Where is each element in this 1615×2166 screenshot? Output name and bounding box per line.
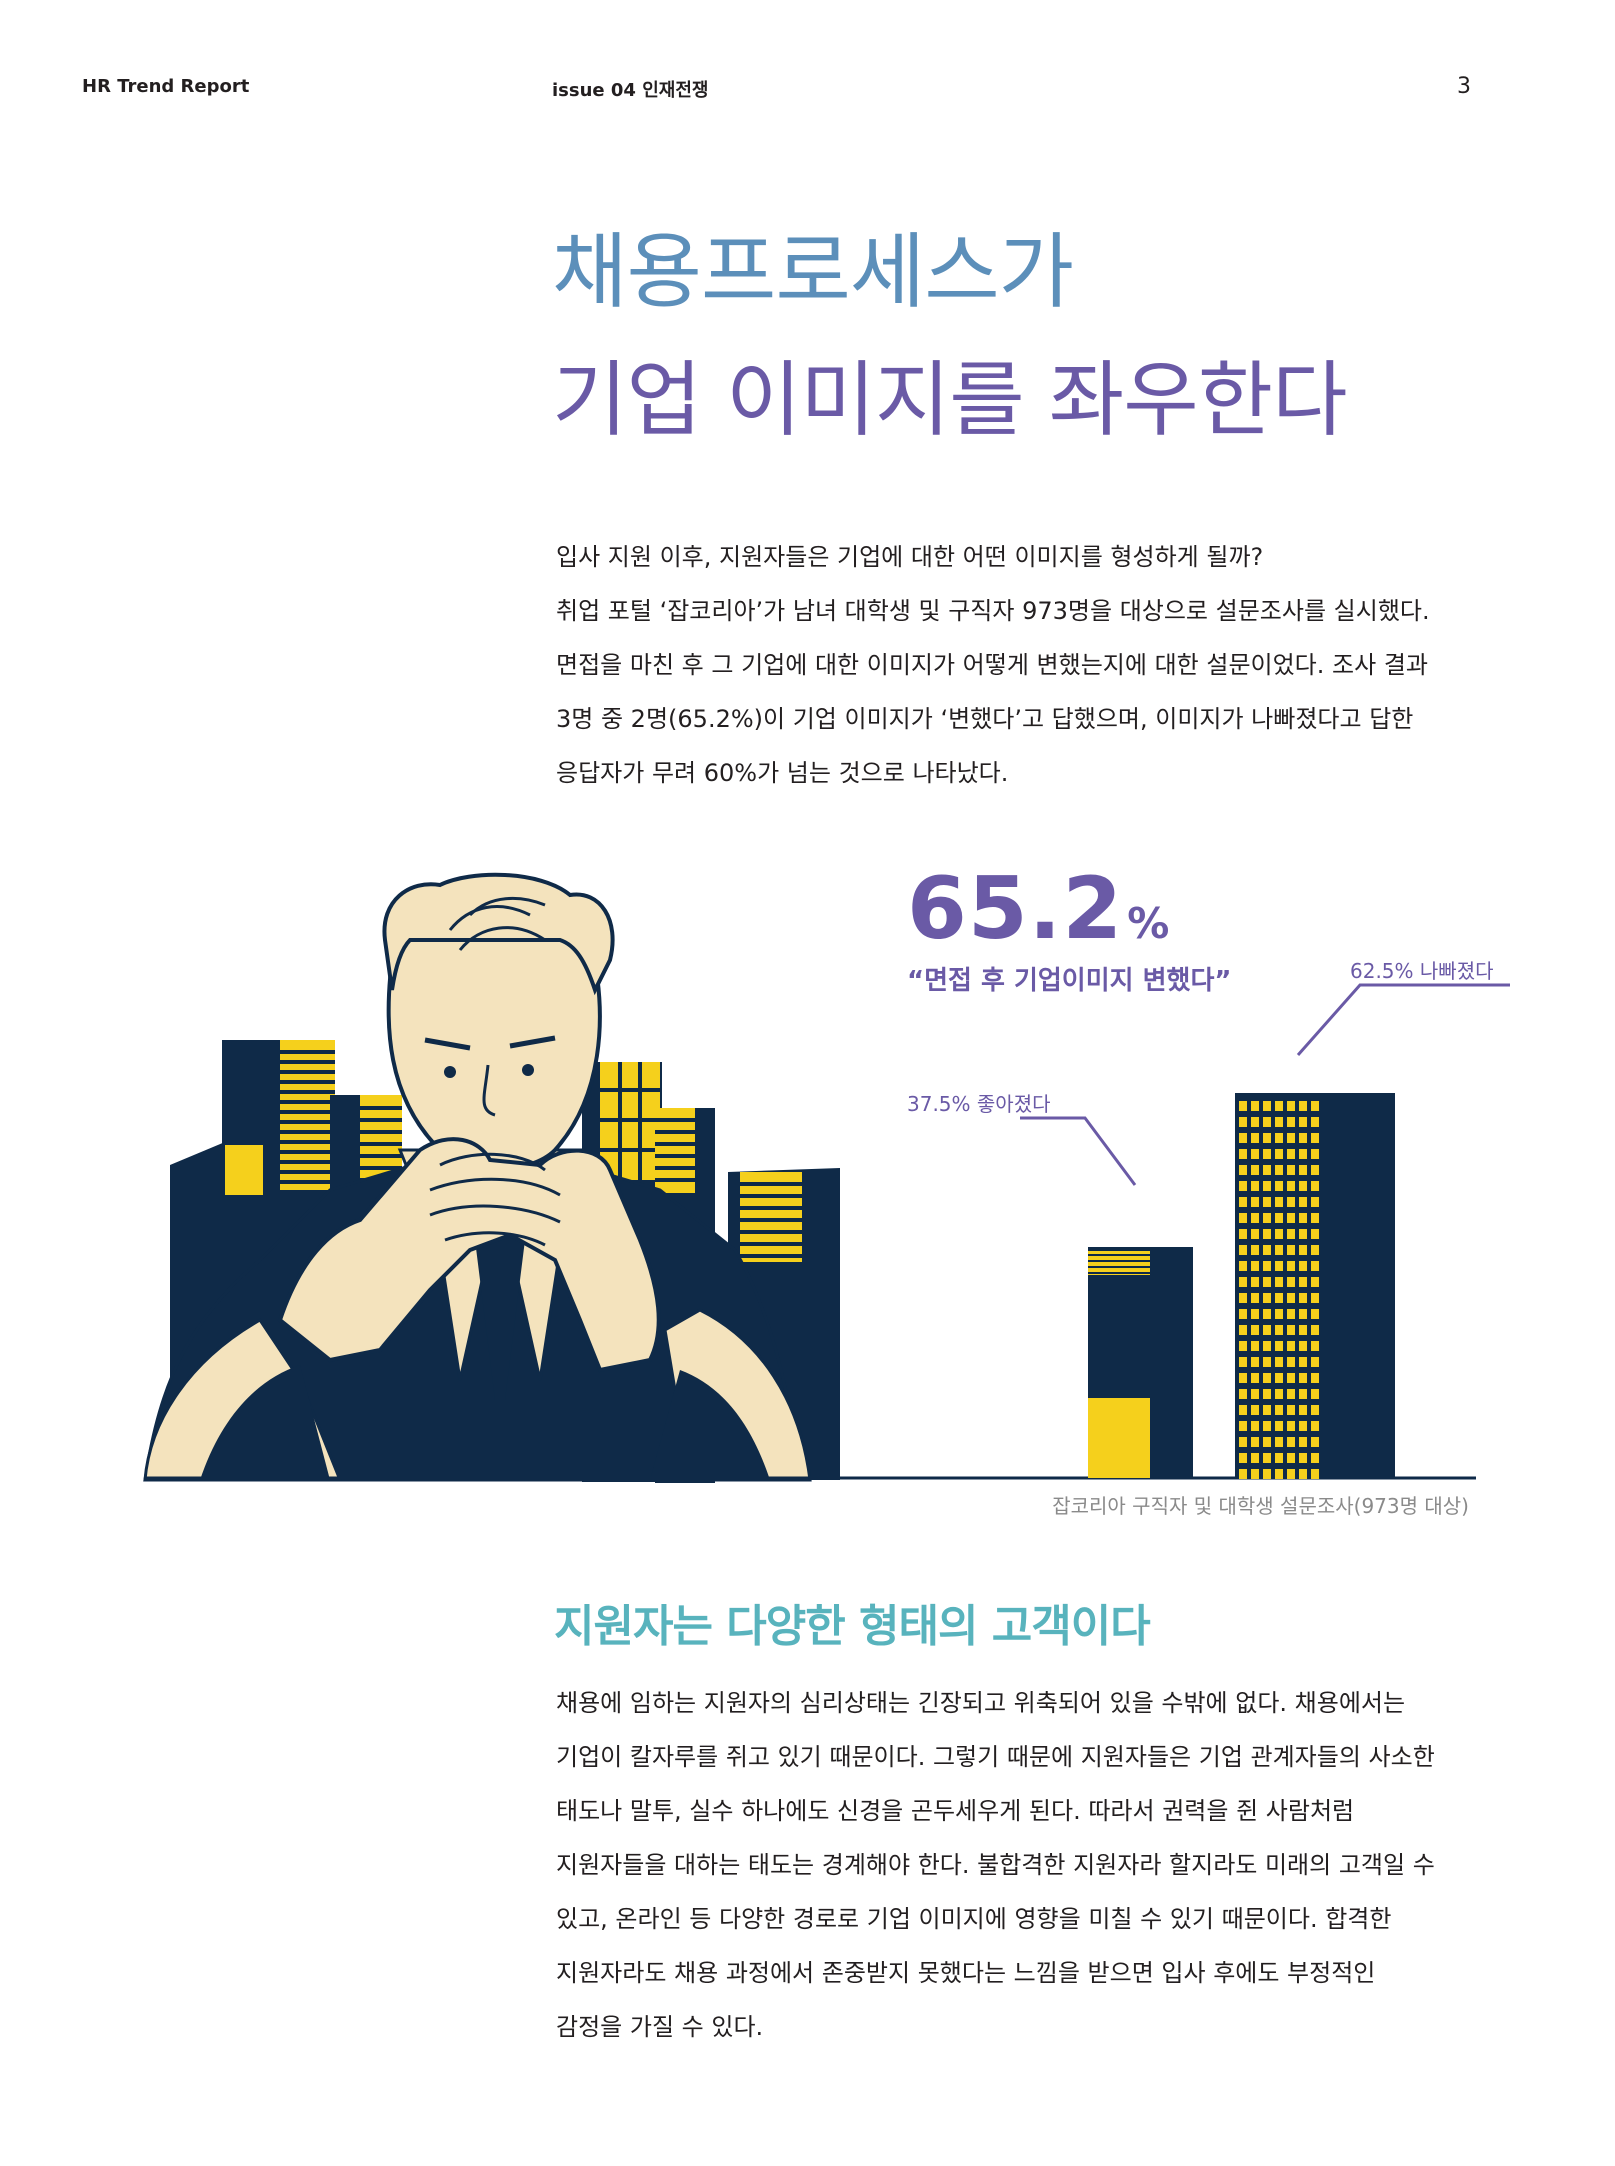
bar-better <box>1088 1247 1193 1478</box>
chart-source: 잡코리아 구직자 및 대학생 설문조사(973명 대상) <box>1052 1494 1469 1518</box>
intro-line: 면접을 마친 후 그 기업에 대한 이미지가 어떻게 변했는지에 대한 설문이었… <box>556 651 1428 679</box>
stat-number: 65.2 <box>907 859 1124 959</box>
bar-label-better: 37.5% 좋아졌다 <box>907 1092 1051 1116</box>
section-heading: 지원자는 다양한 형태의 고객이다 <box>554 1601 1151 1652</box>
stat-quote: “면접 후 기업이미지 변했다” <box>907 966 1232 996</box>
bar-label-worse: 62.5% 나빠졌다 <box>1350 959 1494 983</box>
illustration-figure <box>143 872 1510 1483</box>
issue-label: issue 04 인재전쟁 <box>552 80 709 101</box>
leader-line-better <box>1020 1116 1137 1186</box>
body-line: 태도나 말투, 실수 하나에도 신경을 곤두세우게 된다. 따라서 권력을 쥔 … <box>556 1797 1355 1825</box>
body-line: 채용에 임하는 지원자의 심리상태는 긴장되고 위축되어 있을 수밖에 없다. … <box>556 1689 1406 1717</box>
stat-value: 65.2% <box>907 866 1170 952</box>
leader-line-worse <box>1296 983 1510 1056</box>
body-line: 있고, 온라인 등 다양한 경로로 기업 이미지에 영향을 미칠 수 있기 때문… <box>556 1905 1392 1933</box>
page-number: 3 <box>1457 74 1471 99</box>
body-line: 기업이 칼자루를 쥐고 있기 때문이다. 그렇기 때문에 지원자들은 기업 관계… <box>556 1743 1435 1771</box>
intro-line: 응답자가 무려 60%가 넘는 것으로 나타났다. <box>556 759 1009 787</box>
intro-line: 입사 지원 이후, 지원자들은 기업에 대한 어떤 이미지를 형성하게 될까? <box>556 543 1264 571</box>
intro-line: 3명 중 2명(65.2%)이 기업 이미지가 ‘변했다’고 답했으며, 이미지… <box>556 705 1414 733</box>
title-line-2: 기업 이미지를 좌우한다 <box>552 353 1348 448</box>
title-line-1: 채용프로세스가 <box>552 225 1074 320</box>
stat-unit: % <box>1127 899 1171 948</box>
section-paragraph: 채용에 임하는 지원자의 심리상태는 긴장되고 위축되어 있을 수밖에 없다. … <box>556 1676 1476 2054</box>
bar-worse <box>1235 1093 1395 1479</box>
intro-paragraph: 입사 지원 이후, 지원자들은 기업에 대한 어떤 이미지를 형성하게 될까? … <box>556 530 1476 800</box>
businessman-illustration <box>143 872 812 1482</box>
body-line: 감정을 가질 수 있다. <box>556 2013 764 2041</box>
bar-chart <box>145 983 1510 1480</box>
body-line: 지원자들을 대하는 태도는 경계해야 한다. 불합격한 지원자라 할지라도 미래… <box>556 1851 1435 1879</box>
body-line: 지원자라도 채용 과정에서 존중받지 못했다는 느낌을 받으면 입사 후에도 부… <box>556 1959 1376 1987</box>
intro-line: 취업 포털 ‘잡코리아’가 남녀 대학생 및 구직자 973명을 대상으로 설문… <box>556 597 1430 625</box>
report-name: HR Trend Report <box>82 76 250 97</box>
